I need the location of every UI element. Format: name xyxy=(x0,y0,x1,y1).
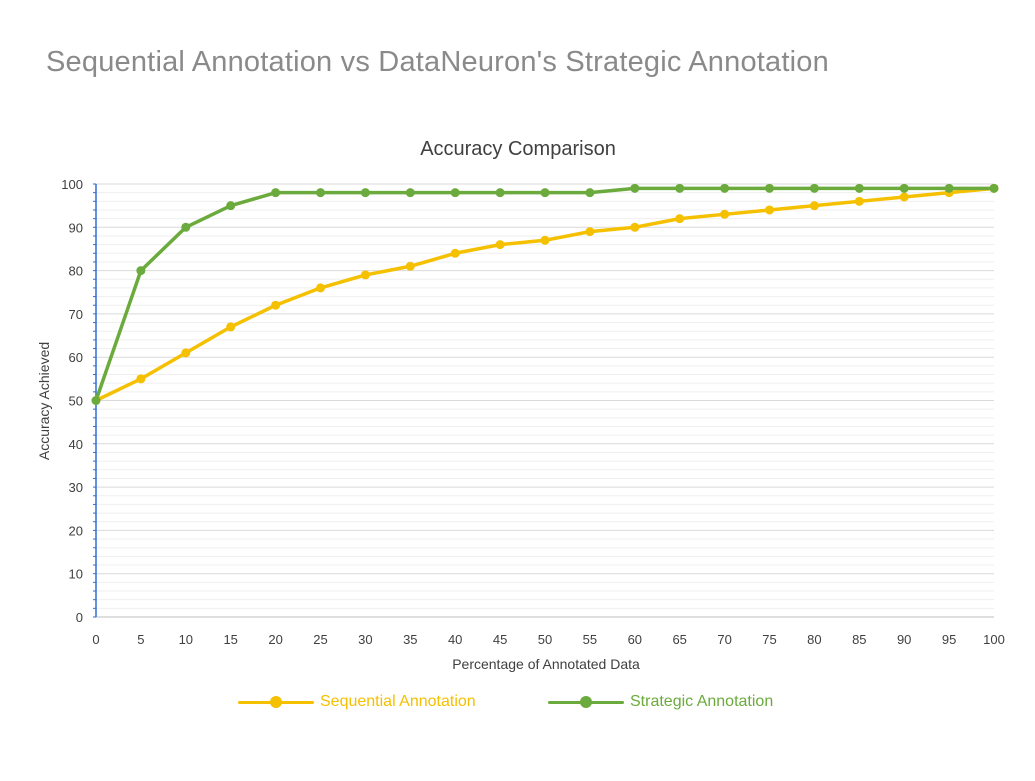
data-point-strategic xyxy=(765,183,774,193)
data-point-strategic xyxy=(91,396,101,405)
data-point-strategic xyxy=(720,183,730,193)
data-point-sequential xyxy=(675,214,685,224)
data-point-sequential xyxy=(765,205,774,215)
data-point-sequential xyxy=(450,248,460,258)
data-point-sequential xyxy=(630,222,640,232)
x-tick-label: 50 xyxy=(538,632,552,647)
data-point-sequential xyxy=(226,322,236,332)
x-tick-label: 75 xyxy=(762,632,776,647)
x-tick-label: 95 xyxy=(942,632,956,647)
data-point-strategic xyxy=(585,188,595,198)
x-tick-label: 80 xyxy=(807,632,821,647)
data-point-strategic xyxy=(181,222,191,232)
data-point-strategic xyxy=(675,183,685,193)
data-point-sequential xyxy=(495,240,505,250)
x-tick-label: 90 xyxy=(897,632,911,647)
legend-label-strategic: Strategic Annotation xyxy=(630,693,774,710)
legend-item-strategic: Strategic Annotation xyxy=(548,690,773,714)
data-point-sequential xyxy=(316,283,325,293)
legend: Sequential Annotation Strategic Annotati… xyxy=(0,690,1035,714)
data-point-strategic xyxy=(630,183,640,193)
page-title: Sequential Annotation vs DataNeuron's St… xyxy=(46,46,829,78)
data-point-strategic xyxy=(405,188,415,198)
y-tick-label: 60 xyxy=(69,350,83,365)
data-point-sequential xyxy=(899,192,909,202)
x-axis-title: Percentage of Annotated Data xyxy=(452,656,640,672)
grid-lines xyxy=(96,183,994,609)
x-tick-label: 30 xyxy=(358,632,372,647)
x-tick-label: 70 xyxy=(717,632,731,647)
series-line-sequential xyxy=(94,186,996,403)
data-point-sequential xyxy=(540,235,550,245)
y-tick-label: 30 xyxy=(69,480,83,495)
data-point-strategic xyxy=(316,188,325,198)
y-tick-label: 100 xyxy=(61,177,83,192)
data-point-sequential xyxy=(809,201,819,211)
data-point-sequential xyxy=(854,196,864,206)
data-point-strategic xyxy=(989,183,999,193)
data-point-strategic xyxy=(899,183,909,193)
y-tick-label: 90 xyxy=(69,220,83,235)
y-tick-label: 10 xyxy=(69,567,83,582)
data-point-sequential xyxy=(720,209,730,219)
data-point-strategic xyxy=(944,183,954,193)
x-tick-label: 60 xyxy=(628,632,642,647)
legend-swatch-strategic xyxy=(548,690,624,714)
data-point-sequential xyxy=(585,227,595,237)
data-point-strategic xyxy=(854,183,864,193)
y-tick-label: 70 xyxy=(69,307,83,322)
x-tick-label: 100 xyxy=(983,632,1005,647)
legend-item-sequential: Sequential Annotation xyxy=(238,690,476,714)
data-point-sequential xyxy=(181,348,191,358)
x-tick-label: 35 xyxy=(403,632,417,647)
x-tick-label: 45 xyxy=(493,632,507,647)
data-point-strategic xyxy=(360,188,370,198)
x-tick-label: 0 xyxy=(92,632,99,647)
legend-label-sequential: Sequential Annotation xyxy=(320,693,476,710)
x-tick-label: 10 xyxy=(179,632,193,647)
y-tick-label: 20 xyxy=(69,523,83,538)
data-point-strategic xyxy=(495,188,505,198)
x-tick-label: 25 xyxy=(313,632,327,647)
x-tick-label: 55 xyxy=(583,632,597,647)
y-tick-label: 40 xyxy=(69,437,83,452)
y-axis-title: Accuracy Achieved xyxy=(36,342,52,460)
x-tick-label: 85 xyxy=(852,632,866,647)
data-point-strategic xyxy=(136,266,146,276)
x-tick-label: 20 xyxy=(268,632,282,647)
data-point-strategic xyxy=(540,188,550,198)
y-tick-label: 50 xyxy=(69,394,83,409)
y-tick-label: 80 xyxy=(69,264,83,279)
data-point-strategic xyxy=(450,188,460,198)
x-tick-label: 65 xyxy=(672,632,686,647)
series-line-strategic xyxy=(94,186,996,403)
legend-swatch-sequential xyxy=(238,690,314,714)
data-point-sequential xyxy=(405,261,415,271)
series-group xyxy=(91,183,999,405)
data-point-sequential xyxy=(136,374,146,384)
data-point-strategic xyxy=(809,183,819,193)
x-tick-label: 15 xyxy=(223,632,237,647)
y-tick-label: 0 xyxy=(76,610,83,625)
data-point-sequential xyxy=(360,270,370,280)
data-point-sequential xyxy=(271,300,281,310)
data-point-strategic xyxy=(226,201,236,211)
x-tick-label: 5 xyxy=(137,632,144,647)
tick-labels: 0 10 20 30 40 50 60 70 80 90 100 0 5 10 15 20 25 30 35 40 45… xyxy=(61,177,1005,647)
data-point-strategic xyxy=(271,188,281,198)
x-tick-label: 40 xyxy=(448,632,462,647)
chart-title: Accuracy Comparison xyxy=(420,138,616,160)
